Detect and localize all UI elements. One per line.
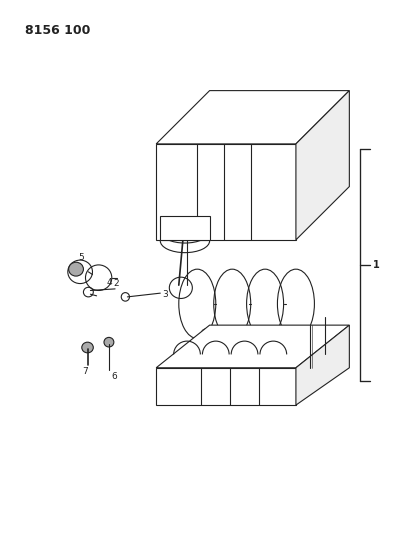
- Text: 4: 4: [107, 278, 113, 287]
- Polygon shape: [156, 144, 296, 240]
- Polygon shape: [156, 325, 349, 368]
- Polygon shape: [156, 368, 296, 405]
- Text: 5: 5: [78, 253, 84, 262]
- Ellipse shape: [82, 342, 93, 353]
- Polygon shape: [296, 325, 349, 405]
- Polygon shape: [156, 91, 349, 144]
- Ellipse shape: [104, 337, 114, 347]
- Text: 7: 7: [83, 367, 88, 376]
- Text: 3: 3: [162, 290, 168, 299]
- Text: 6: 6: [111, 372, 117, 381]
- Ellipse shape: [69, 262, 83, 276]
- Text: 1: 1: [373, 260, 379, 270]
- Text: 8156 100: 8156 100: [25, 24, 90, 37]
- Text: 2: 2: [113, 279, 119, 288]
- Polygon shape: [296, 91, 349, 240]
- Polygon shape: [160, 216, 210, 240]
